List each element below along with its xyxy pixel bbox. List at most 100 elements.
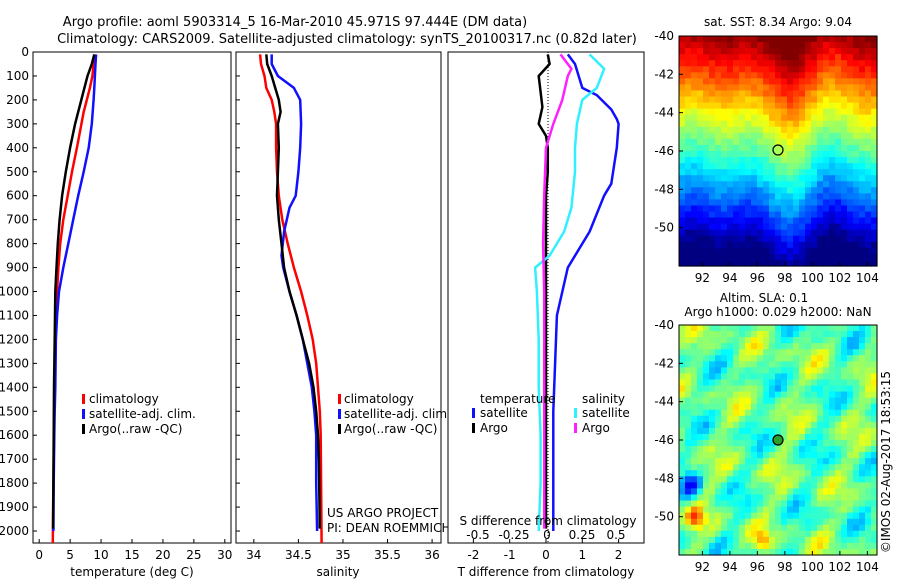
map-cell (847, 506, 854, 514)
map-cell (787, 440, 794, 447)
map-cell (799, 169, 806, 176)
map-cell (853, 60, 860, 67)
map-cell (727, 78, 734, 86)
map-cell (805, 331, 812, 338)
map-cell (781, 494, 788, 502)
map-cell (739, 108, 746, 116)
map-cell (715, 391, 722, 399)
map-cell (859, 391, 866, 399)
map-cell (697, 391, 704, 399)
map-cell (823, 421, 830, 429)
map-cell (853, 391, 860, 399)
map-cell (853, 241, 860, 249)
map-cell (781, 187, 788, 194)
map-cell (865, 241, 872, 249)
lon-tick-label: 94 (722, 560, 737, 574)
map-cell (799, 464, 806, 471)
map-cell (847, 391, 854, 399)
map-cell (853, 506, 860, 514)
map-cell (799, 114, 806, 122)
map-cell (703, 518, 710, 526)
map-cell (763, 464, 770, 471)
map-cell (847, 337, 854, 344)
map-cell (745, 144, 752, 152)
map-cell (685, 482, 692, 490)
map-cell (775, 343, 782, 350)
map-cell (859, 78, 866, 86)
map-cell (739, 217, 746, 225)
map-cell (871, 205, 878, 213)
map-cell (703, 42, 710, 49)
map-cell (703, 476, 710, 483)
map-cell (847, 476, 854, 483)
map-cell (745, 108, 752, 116)
map-cell (733, 175, 740, 182)
map-cell (685, 421, 692, 429)
map-cell (847, 488, 854, 496)
map-cell (823, 488, 830, 496)
map-cell (697, 187, 704, 194)
map-cell (751, 367, 758, 375)
map-cell (685, 126, 692, 134)
map-cell (847, 446, 854, 453)
map-cell (817, 403, 824, 411)
map-cell (799, 48, 806, 55)
map-cell (745, 42, 752, 49)
map-cell (793, 512, 800, 520)
map-cell (721, 433, 728, 441)
map-cell (733, 488, 740, 496)
map-cell (757, 169, 764, 176)
map-cell (745, 217, 752, 225)
map-cell (757, 187, 764, 194)
map-cell (829, 229, 836, 237)
map-cell (871, 361, 878, 368)
map-cell (835, 96, 842, 104)
map-cell (757, 126, 764, 134)
map-cell (715, 536, 722, 544)
map-cell (685, 500, 692, 508)
lon-tick-label: 100 (801, 271, 824, 285)
map-cell (871, 120, 878, 128)
map-cell (721, 343, 728, 350)
lon-tick-label: 96 (750, 271, 765, 285)
map-cell (841, 397, 848, 405)
map-cell (757, 229, 764, 237)
map-cell (763, 337, 770, 344)
map-cell (685, 96, 692, 104)
map-cell (865, 175, 872, 182)
map-cell (829, 343, 836, 350)
map-cell (733, 84, 740, 92)
map-cell (835, 102, 842, 110)
map-cell (847, 132, 854, 140)
map-cell (757, 144, 764, 152)
map-cell (691, 84, 698, 92)
map-cell (811, 391, 818, 399)
map-cell (751, 421, 758, 429)
map-cell (715, 90, 722, 98)
map-cell (841, 199, 848, 207)
map-cell (781, 181, 788, 188)
map-cell (727, 433, 734, 441)
map-cell (697, 530, 704, 538)
map-cell (805, 397, 812, 405)
map-cell (751, 536, 758, 544)
legend-label-satellite: satellite-adj. clim. (89, 407, 196, 421)
map-cell (799, 391, 806, 399)
map-cell (853, 500, 860, 508)
map-cell (751, 415, 758, 423)
map-cell (793, 385, 800, 393)
map-cell (853, 205, 860, 213)
map-cell (685, 470, 692, 477)
depth-tick-label: 700 (6, 213, 29, 227)
map-cell (865, 181, 872, 188)
map-cell (811, 138, 818, 146)
sst-map-axes: 92 94 96 98 100 102 104-40-42-44-46-48-50 (654, 29, 878, 285)
map-cell (703, 403, 710, 411)
map-cell (793, 90, 800, 98)
map-cell (799, 488, 806, 496)
map-cell (751, 205, 758, 213)
map-cell (817, 506, 824, 514)
map-cell (841, 488, 848, 496)
map-cell (685, 343, 692, 350)
map-cell (829, 446, 836, 453)
